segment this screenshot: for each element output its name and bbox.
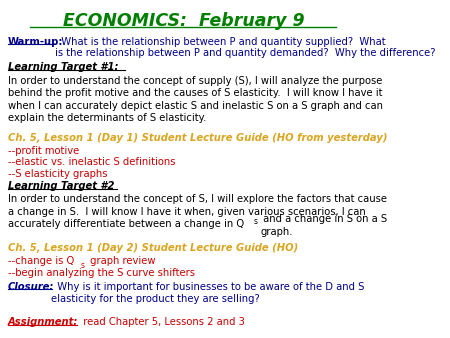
Text: Ch. 5, Lesson 1 (Day 2) Student Lecture Guide (HO): Ch. 5, Lesson 1 (Day 2) Student Lecture … (8, 243, 298, 254)
Text: Warm-up:: Warm-up: (8, 37, 63, 47)
Text: graph review: graph review (87, 256, 155, 266)
Text: ECONOMICS:  February 9: ECONOMICS: February 9 (63, 12, 304, 30)
Text: --elastic vs. inelastic S definitions: --elastic vs. inelastic S definitions (8, 157, 176, 167)
Text: --profit motive: --profit motive (8, 146, 79, 155)
Text: --change is Q: --change is Q (8, 256, 74, 266)
Text: Learning Target #2: Learning Target #2 (8, 182, 114, 191)
Text: s: s (81, 261, 85, 270)
Text: s: s (254, 217, 258, 226)
Text: In order to understand the concept of S, I will explore the factors that cause
a: In order to understand the concept of S,… (8, 194, 387, 229)
Text: Learning Target #1:: Learning Target #1: (8, 63, 118, 72)
Text: Ch. 5, Lesson 1 (Day 1) Student Lecture Guide (HO from yesterday): Ch. 5, Lesson 1 (Day 1) Student Lecture … (8, 133, 387, 143)
Text: read Chapter 5, Lessons 2 and 3: read Chapter 5, Lessons 2 and 3 (77, 317, 245, 327)
Text: In order to understand the concept of supply (S), I will analyze the purpose
beh: In order to understand the concept of su… (8, 76, 383, 123)
Text: What is the relationship between P and quantity supplied?  What
is the relations: What is the relationship between P and q… (55, 37, 436, 58)
Text: and a change in S on a S
graph.: and a change in S on a S graph. (261, 214, 387, 237)
Text: --begin analyzing the S curve shifters: --begin analyzing the S curve shifters (8, 268, 195, 278)
Text: --S elasticity graphs: --S elasticity graphs (8, 169, 108, 179)
Text: Closure:: Closure: (8, 282, 54, 292)
Text: Assignment:: Assignment: (8, 317, 78, 327)
Text: Why is it important for businesses to be aware of the D and S
elasticity for the: Why is it important for businesses to be… (51, 282, 364, 305)
